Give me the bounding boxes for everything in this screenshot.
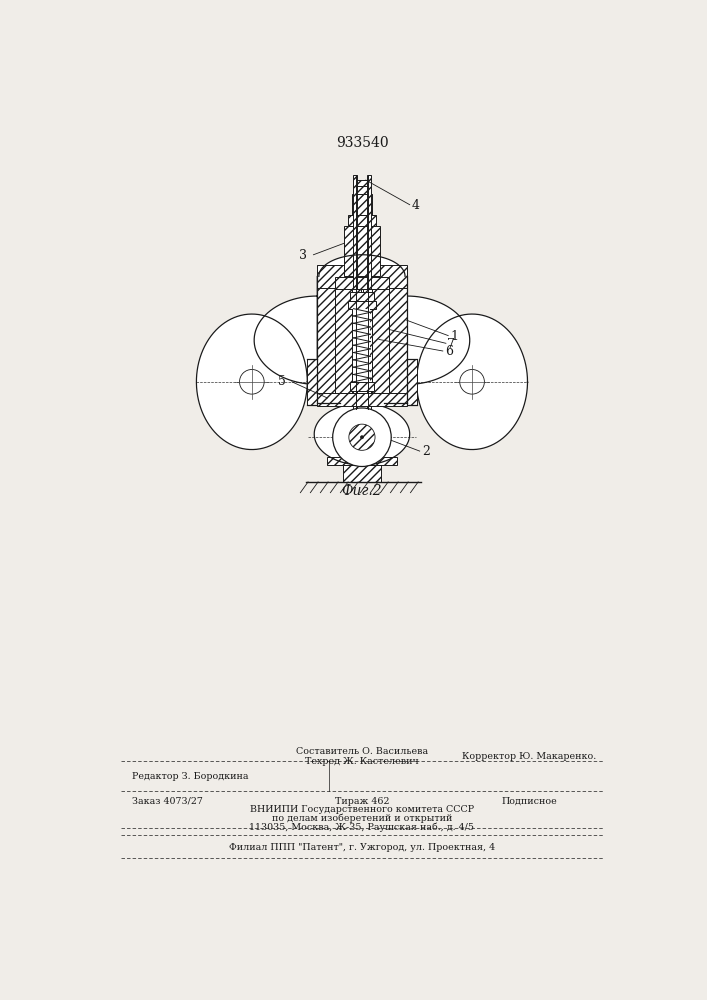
Bar <box>348 215 376 226</box>
Polygon shape <box>255 276 469 403</box>
Text: 2: 2 <box>422 445 430 458</box>
Bar <box>317 265 407 288</box>
Text: 6: 6 <box>445 345 453 358</box>
Text: ВНИИПИ Государственного комитета СССР: ВНИИПИ Государственного комитета СССР <box>250 805 474 814</box>
Bar <box>317 276 340 403</box>
Text: 4: 4 <box>412 199 420 212</box>
Bar <box>350 382 374 391</box>
Text: 5: 5 <box>278 375 286 388</box>
Bar <box>344 226 380 276</box>
Bar <box>343 465 381 482</box>
Text: 1: 1 <box>450 330 459 343</box>
Circle shape <box>349 424 375 450</box>
Text: 113035, Москва, Ж-35, Раушская наб., д. 4/5: 113035, Москва, Ж-35, Раушская наб., д. … <box>250 822 474 832</box>
Bar <box>308 359 317 405</box>
Circle shape <box>333 408 391 466</box>
Bar <box>357 180 366 186</box>
Text: Составитель О. Васильева: Составитель О. Васильева <box>296 747 428 756</box>
Bar <box>354 309 370 382</box>
Bar <box>327 457 397 465</box>
Bar <box>352 194 372 215</box>
Bar <box>355 186 369 194</box>
Polygon shape <box>314 404 409 465</box>
Bar <box>335 277 389 289</box>
Circle shape <box>460 369 484 394</box>
Polygon shape <box>317 255 407 276</box>
Polygon shape <box>197 314 308 450</box>
Text: Подписное: Подписное <box>501 797 557 806</box>
Bar <box>317 393 407 406</box>
Circle shape <box>361 436 363 439</box>
Bar <box>353 175 357 409</box>
Text: Заказ 4073/27: Заказ 4073/27 <box>132 797 203 806</box>
Bar <box>363 289 372 382</box>
Bar <box>366 175 371 409</box>
Text: Техред Ж. Кастелевич: Техред Ж. Кастелевич <box>305 757 419 766</box>
Bar <box>327 393 397 403</box>
Text: Филиал ППП "Патент", г. Ужгород, ул. Проектная, 4: Филиал ППП "Патент", г. Ужгород, ул. Про… <box>229 843 495 852</box>
Bar <box>383 276 407 403</box>
Bar <box>335 286 352 393</box>
Circle shape <box>240 369 264 394</box>
Text: Фиг.2: Фиг.2 <box>341 484 382 498</box>
Text: 7: 7 <box>448 338 455 351</box>
Bar <box>352 289 361 382</box>
Text: по делам изоберетений и открытий: по делам изоберетений и открытий <box>271 814 452 823</box>
Bar <box>348 301 376 309</box>
Text: 3: 3 <box>299 249 308 262</box>
Text: Тираж 462: Тираж 462 <box>334 797 389 806</box>
Text: Редактор З. Бородкина: Редактор З. Бородкина <box>132 772 248 781</box>
Polygon shape <box>416 314 527 450</box>
Bar <box>351 292 373 301</box>
Text: Корректор Ю. Макаренко.: Корректор Ю. Макаренко. <box>462 752 596 761</box>
Bar <box>372 286 389 393</box>
Bar <box>407 359 416 405</box>
Text: 933540: 933540 <box>336 136 388 150</box>
